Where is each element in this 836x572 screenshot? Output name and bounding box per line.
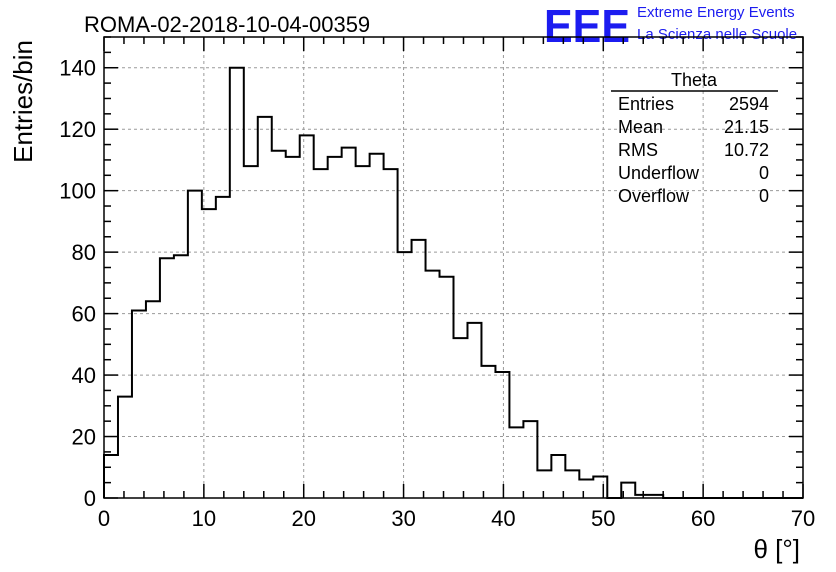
- histogram-bin: [314, 169, 328, 498]
- stats-label: Underflow: [618, 163, 700, 183]
- histogram-bin: [216, 197, 230, 498]
- stats-box: Theta Entries 2594 Mean 21.15 RMS 10.72 Underf…: [611, 70, 778, 206]
- histogram-bin: [481, 366, 495, 498]
- y-tick-label: 60: [72, 302, 96, 327]
- grid: [104, 37, 803, 498]
- histogram-bin: [272, 151, 286, 498]
- y-tick-label: 20: [72, 425, 96, 450]
- histogram-bin: [593, 476, 607, 498]
- eee-logo-mark: EEE: [544, 0, 630, 52]
- histogram-bin: [426, 271, 440, 498]
- histogram-bin: [412, 240, 426, 498]
- plot-frame: [103, 36, 804, 499]
- histogram-bin: [370, 154, 384, 498]
- histogram-bin: [230, 68, 244, 498]
- histogram-bin: [342, 148, 356, 498]
- histogram-bin: [244, 166, 258, 498]
- y-tick-label: 0: [84, 486, 96, 511]
- histogram-bin: [440, 277, 454, 498]
- histogram-bin: [509, 427, 523, 498]
- y-tick-label: 120: [59, 117, 96, 142]
- histogram-bin: [286, 157, 300, 498]
- y-axis-title: Entries/bin: [8, 40, 38, 163]
- histogram-bin: [454, 338, 468, 498]
- stats-label: Overflow: [618, 186, 690, 206]
- x-tick-label: 40: [491, 506, 515, 531]
- x-tick-label: 0: [98, 506, 110, 531]
- logo-line-1: Extreme Energy Events: [637, 4, 795, 21]
- axes: 0 10 20 30 40 50 60 70 0 20 40 60 80 100 120 140: [59, 36, 815, 531]
- histogram-bin: [160, 258, 174, 498]
- stats-rows: Entries 2594 Mean 21.15 RMS 10.72 Underflow 0 Ov…: [618, 94, 769, 206]
- stats-value: 0: [759, 186, 769, 206]
- x-tick-label: 20: [291, 506, 315, 531]
- x-axis-title: θ [°]: [753, 534, 800, 564]
- y-tick-label: 140: [59, 56, 96, 81]
- histogram-bin: [523, 421, 537, 498]
- x-tick-label: 50: [591, 506, 615, 531]
- histogram-bin: [188, 191, 202, 498]
- histogram-bin: [300, 135, 314, 498]
- histogram-bin: [132, 311, 146, 498]
- histogram-bin: [384, 169, 398, 498]
- stats-label: Mean: [618, 117, 663, 137]
- histogram-bin: [328, 157, 342, 498]
- stats-label: RMS: [618, 140, 658, 160]
- histogram-outline: [103, 66, 803, 499]
- y-tick-label: 80: [72, 240, 96, 265]
- x-tick-label: 60: [691, 506, 715, 531]
- stats-value: 2594: [729, 94, 769, 114]
- stats-value: 21.15: [724, 117, 769, 137]
- chart-title: ROMA-02-2018-10-04-00359: [84, 12, 370, 37]
- histogram-bin: [356, 166, 370, 498]
- histogram-bin: [565, 470, 579, 498]
- y-tick-label: 100: [59, 179, 96, 204]
- histogram-series: [103, 66, 803, 499]
- stats-title: Theta: [671, 70, 718, 90]
- stats-label: Entries: [618, 94, 674, 114]
- histogram-bin: [579, 480, 593, 498]
- logo-line-2: La Scienza nelle Scuole: [637, 26, 797, 43]
- histogram-bin: [467, 323, 481, 498]
- histogram-bin: [258, 117, 272, 498]
- x-tick-label: 70: [791, 506, 815, 531]
- stats-value: 0: [759, 163, 769, 183]
- histogram-bin: [104, 455, 118, 498]
- histogram-bin: [537, 470, 551, 498]
- histogram-bin: [174, 255, 188, 498]
- x-tick-label: 10: [192, 506, 216, 531]
- histogram-bin: [202, 209, 216, 498]
- histogram-bin: [398, 252, 412, 498]
- y-tick-label: 40: [72, 363, 96, 388]
- histogram-bin: [118, 397, 132, 498]
- stats-value: 10.72: [724, 140, 769, 160]
- histogram-bin: [146, 301, 160, 498]
- x-tick-label: 30: [391, 506, 415, 531]
- histogram-bin: [495, 372, 509, 498]
